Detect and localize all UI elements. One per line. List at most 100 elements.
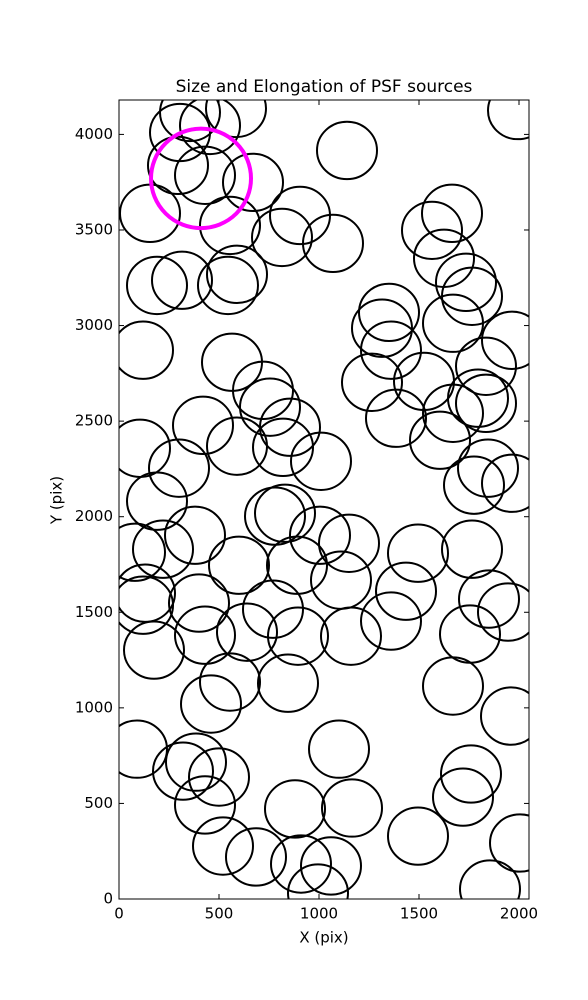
source-ellipse [421,183,483,244]
source-ellipse [252,417,314,477]
y-axis-label: Y (pix) [48,476,66,525]
source-ellipse [422,656,484,716]
source-ellipse [481,453,529,513]
y-tick-label: 3500 [75,220,113,238]
source-ellipse [477,582,529,642]
source-ellipse [148,438,210,498]
y-tick-label: 2500 [75,412,113,430]
source-ellipse [222,152,284,213]
source-ellipse [132,519,194,579]
source-ellipse [180,674,242,734]
source-ellipse [174,605,236,665]
source-ellipse [401,200,463,261]
source-ellipse [480,686,529,746]
source-ellipse [351,298,413,358]
source-ellipse [457,438,519,498]
highlight-ellipse [149,126,253,231]
source-ellipse [119,522,166,582]
source-ellipse [316,120,378,181]
source-ellipse [447,368,509,428]
source-ellipse [360,320,422,380]
source-ellipse [310,550,372,610]
source-ellipse [168,573,230,633]
source-ellipse [239,377,301,437]
source-ellipse [119,719,168,779]
source-ellipse [172,395,234,456]
plot-area [119,100,529,899]
source-ellipse [147,135,209,196]
source-ellipse [289,505,351,565]
source-ellipse [321,778,383,838]
source-ellipse [387,806,449,866]
source-ellipse [199,652,261,712]
source-ellipse [481,310,529,370]
source-ellipse [152,741,214,801]
source-ellipse [206,244,268,304]
source-ellipse [205,100,267,139]
x-tick-label: 500 [205,905,234,923]
source-ellipse [341,352,403,412]
source-ellipse [300,836,362,896]
source-ellipse [270,834,332,894]
source-ellipse [123,620,185,680]
source-ellipse [151,250,213,310]
source-ellipse [165,732,227,792]
source-ellipse [393,351,455,412]
source-ellipse [318,513,380,573]
source-ellipse [179,100,241,156]
x-tick-label: 1500 [400,905,438,923]
source-ellipse [188,747,250,807]
source-ellipse [197,255,259,316]
source-ellipse [257,653,319,713]
source-ellipse [358,282,420,343]
source-ellipse [192,816,254,876]
source-ellipse [206,416,268,476]
source-ellipse [387,523,449,583]
x-tick-label: 0 [114,905,124,923]
source-ellipse [174,775,236,835]
source-ellipse [174,145,236,205]
source-ellipse [441,519,503,579]
source-ellipse [267,606,329,666]
source-ellipse [242,579,304,639]
source-ellipse [287,863,349,899]
source-ellipse [443,455,505,515]
x-axis-label: X (pix) [299,929,348,947]
source-ellipse [409,410,471,470]
source-ellipse [360,591,422,651]
source-ellipse [422,293,484,353]
source-ellipse [487,100,529,141]
chart-title: Size and Elongation of PSF sources [176,77,473,97]
source-ellipse [199,195,261,256]
y-tick-label: 3000 [75,316,113,334]
source-ellipse [254,483,316,543]
source-ellipse [216,602,278,662]
y-tick-label: 1500 [75,603,113,621]
source-ellipse [432,767,494,827]
source-ellipse [439,604,501,664]
source-ellipse [422,383,484,443]
source-ellipse [208,535,270,595]
source-ellipse [264,779,326,839]
source-ellipse [455,336,517,396]
source-ellipse [375,561,437,621]
source-ellipse [290,431,352,491]
source-ellipse [126,255,188,316]
source-ellipse [251,207,313,268]
source-ellipse [119,575,174,635]
y-tick-label: 500 [84,794,113,812]
source-ellipse [489,813,529,873]
source-ellipse [365,388,427,448]
x-tick-label: 1000 [300,905,338,923]
y-tick-label: 1000 [75,698,113,716]
y-tick-label: 4000 [75,125,113,143]
source-ellipse [308,719,370,779]
source-ellipse [225,827,287,887]
y-tick-label: 0 [103,890,113,908]
source-ellipse [435,252,497,313]
source-ellipse [458,569,520,629]
source-ellipse [232,360,294,421]
axes-frame [118,99,530,900]
source-ellipse [320,606,382,666]
